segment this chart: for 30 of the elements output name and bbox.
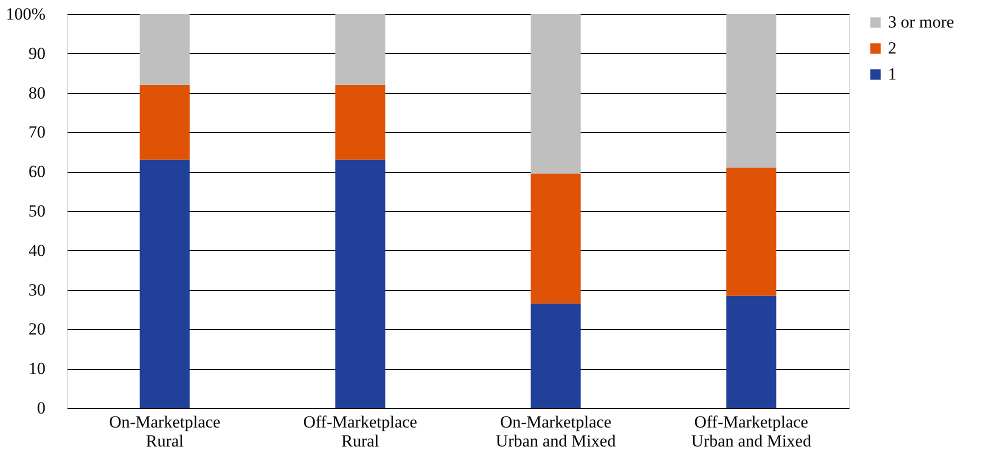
y-tick-label: 10 (28, 359, 46, 378)
y-tick-label: 70 (28, 122, 46, 142)
y-tick-label: 100% (6, 4, 46, 24)
bar (335, 160, 386, 408)
bar (530, 174, 581, 304)
legend-label: 1 (888, 64, 896, 84)
y-tick-label: 80 (28, 83, 46, 102)
legend-label: 3 or more (888, 12, 954, 32)
bar (140, 14, 190, 85)
bar (140, 84, 190, 160)
bar (726, 296, 776, 408)
bar (726, 168, 776, 296)
bar (140, 160, 190, 408)
legend-label: 2 (888, 38, 896, 58)
y-tick-label: 20 (28, 320, 46, 339)
y-tick-label: 30 (28, 280, 46, 300)
bar (335, 84, 386, 160)
y-tick-label: 50 (28, 202, 46, 220)
y-tick-label: 0 (37, 398, 46, 418)
bar (726, 14, 776, 168)
x-tick-label: Off-Marketplace Rural (303, 412, 418, 450)
y-tick-label: 90 (28, 44, 46, 63)
x-tick-label: Off-Marketplace Urban and Mixed (691, 412, 812, 450)
bar (335, 14, 386, 85)
y-tick-label: 60 (28, 162, 46, 182)
x-tick-label: On-Marketplace Rural (109, 412, 220, 450)
y-tick-label: 40 (28, 240, 46, 260)
x-tick-label: On-Marketplace Urban and Mixed (496, 412, 616, 450)
bar (530, 304, 581, 408)
bar (530, 14, 581, 174)
